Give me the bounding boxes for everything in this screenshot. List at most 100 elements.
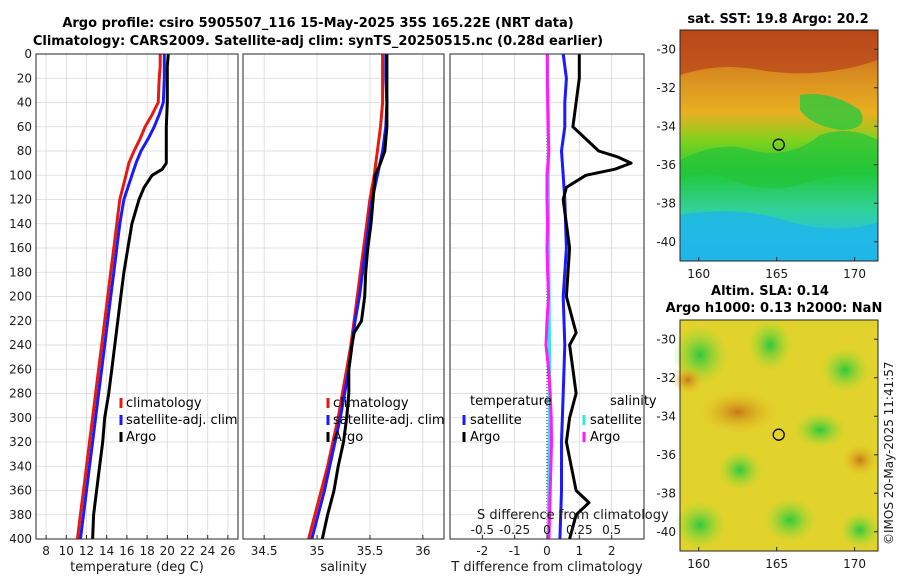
sla-warm-eddy [698, 390, 778, 434]
x2-tick-label: 0.25 [566, 523, 593, 537]
map-y-tick-label: -40 [656, 525, 676, 539]
map-y-tick-label: -36 [656, 158, 676, 172]
map-y-tick-label: -36 [656, 448, 676, 462]
x-axis-label: salinity [320, 560, 367, 575]
figure-title-line2: Climatology: CARS2009. Satellite-adj cli… [33, 34, 603, 49]
y-tick-label: 300 [9, 411, 32, 425]
sla-map: Altim. SLA: 0.14 Argo h1000: 0.13 h2000:… [656, 284, 882, 571]
axes-frame [35, 53, 239, 540]
y-tick-label: 160 [9, 241, 32, 255]
x2-tick-label: -0.5 [471, 523, 494, 537]
y-tick-label: 20 [17, 71, 32, 85]
legend-label: satellite-adj. clim [126, 413, 238, 428]
series-line-t-argo [561, 54, 633, 540]
sst-map-title: sat. SST: 19.8 Argo: 20.2 [687, 12, 868, 27]
legend-label: satellite [470, 413, 522, 428]
sla-green-eddy [840, 512, 880, 548]
sst-front [680, 131, 878, 189]
y-tick-label: 80 [17, 144, 32, 158]
x-tick-label: 34.5 [251, 544, 278, 558]
sla-float-marker [772, 428, 785, 441]
legend-label: Argo [333, 430, 363, 445]
sla-green-eddy [794, 412, 846, 448]
map-y-tick-label: -34 [656, 409, 676, 423]
series-line-argo [320, 54, 389, 540]
map-x-tick-label: 160 [687, 557, 710, 571]
x-axis-label: T difference from climatology [450, 560, 643, 575]
legend-title-salinity: salinity [610, 394, 657, 409]
map-y-tick-label: -32 [656, 81, 676, 95]
difference-plot: -2 -1 0 1 2 T difference from climatology S di… [449, 53, 669, 575]
series-line-argo [91, 53, 170, 540]
sla-green-eddy [718, 450, 762, 490]
x-tick-label: 36 [415, 544, 430, 558]
sla-map-subtitle: Argo h1000: 0.13 h2000: NaN [666, 301, 883, 316]
sst-map: sat. SST: 19.8 Argo: 20.2 160 165 170 -30 -3… [656, 12, 879, 281]
sst-cool-band [680, 211, 878, 261]
map-y-tick-label: -30 [656, 332, 676, 346]
series-line-climatology [307, 54, 385, 540]
y-tick-label: 380 [9, 508, 32, 522]
y-tick-label: 180 [9, 265, 32, 279]
axes-frame [242, 53, 445, 540]
map-x-tick-label: 160 [687, 267, 710, 281]
legend-title-temperature: temperature [470, 394, 552, 409]
x2-axis-label: S difference from climatology [477, 508, 669, 523]
watermark: ©IMOS 20-May-2025 11:41:57 [882, 361, 896, 545]
sst-green-blob [800, 94, 863, 130]
x-tick-label: 16 [119, 544, 134, 558]
map-x-tick-label: 170 [843, 557, 866, 571]
sst-map-frame [679, 29, 879, 262]
x-tick-label: 35.5 [357, 544, 384, 558]
map-y-tick-label: -34 [656, 119, 676, 133]
x-tick-label: 8 [42, 544, 50, 558]
y-tick-label: 220 [9, 314, 32, 328]
x-tick-label: -2 [476, 544, 488, 558]
x2-tick-label: 0 [543, 523, 551, 537]
sla-map-title: Altim. SLA: 0.14 [711, 284, 829, 299]
legend-label: climatology [333, 396, 409, 411]
y-tick-label: 140 [9, 217, 32, 231]
map-y-tick-label: -38 [656, 486, 676, 500]
sla-warm-eddy [842, 444, 878, 476]
x-tick-label: 22 [180, 544, 195, 558]
x-tick-label: 26 [220, 544, 235, 558]
x-tick-label: 35 [309, 544, 324, 558]
y-tick-label: 100 [9, 168, 32, 182]
x-tick-label: 2 [608, 544, 616, 558]
x-tick-label: 18 [139, 544, 154, 558]
y-tick-label: 240 [9, 338, 32, 352]
sla-map-frame [679, 319, 879, 552]
x-tick-label: 14 [99, 544, 114, 558]
x-tick-label: 20 [160, 544, 175, 558]
map-y-tick-label: -32 [656, 371, 676, 385]
y-tick-label: 0 [24, 47, 32, 61]
y-tick-label: 360 [9, 484, 32, 498]
x2-tick-label: 0.5 [602, 523, 621, 537]
y-tick-label: 200 [9, 290, 32, 304]
sla-green-eddy [764, 498, 816, 542]
x-tick-label: 10 [59, 544, 74, 558]
legend-label: satellite [590, 413, 642, 428]
legend-label: Argo [590, 430, 620, 445]
sla-warm-eddy [672, 366, 704, 394]
sst-float-marker [772, 138, 785, 151]
sla-green-eddy [748, 319, 792, 371]
y-tick-label: 260 [9, 362, 32, 376]
map-y-tick-label: -30 [656, 42, 676, 56]
series-line-satellite-adj-clim [78, 54, 166, 540]
series-line-climatology [75, 54, 162, 540]
legend-label: satellite-adj. clim [333, 413, 445, 428]
map-x-tick-label: 165 [765, 557, 788, 571]
map-x-tick-label: 170 [843, 267, 866, 281]
x-tick-label: 24 [200, 544, 215, 558]
x-axis-label: temperature (deg C) [70, 560, 204, 575]
x-tick-label: 0 [543, 544, 551, 558]
sla-green-eddy [674, 501, 726, 549]
temperature-plot: 8 10 12 14 16 18 20 22 24 26 temperature (deg C) 0 2… [9, 47, 239, 575]
legend-label: Argo [126, 430, 156, 445]
x-tick-label: 12 [79, 544, 94, 558]
x-tick-label: 1 [576, 544, 584, 558]
y-tick-label: 60 [17, 120, 32, 134]
